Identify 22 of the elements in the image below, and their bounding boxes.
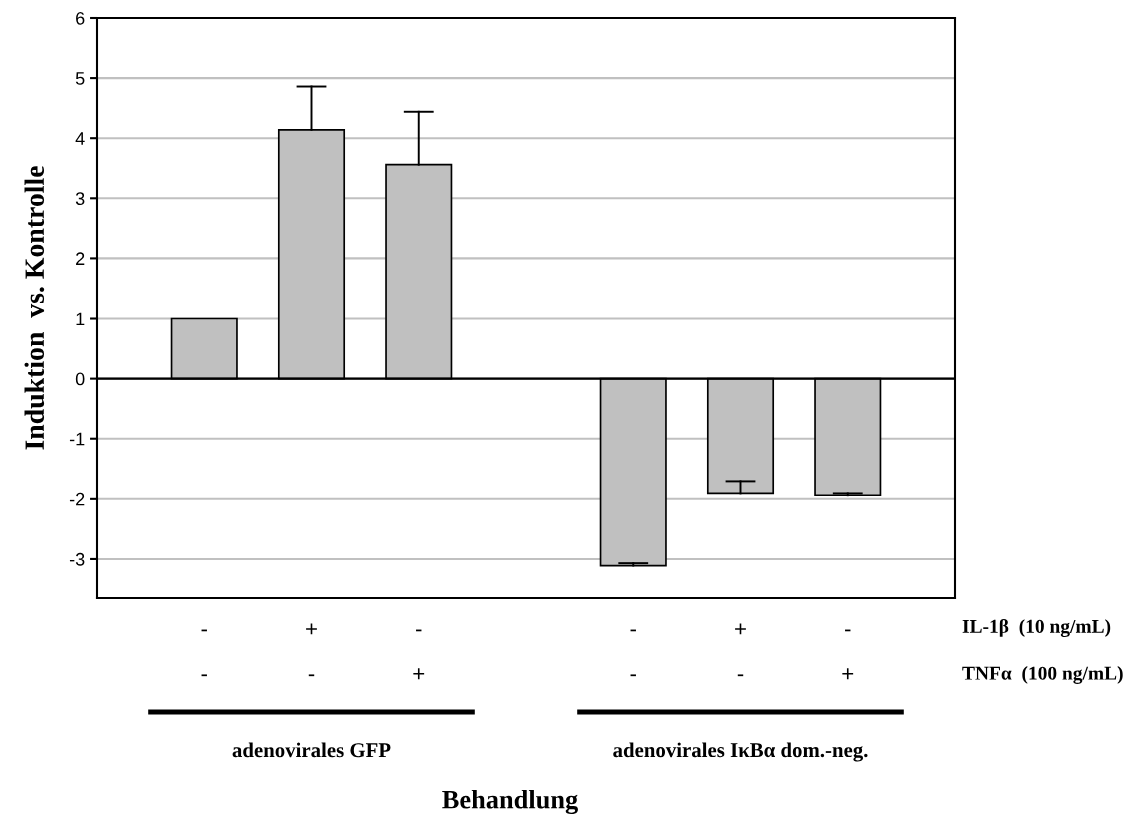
category-label: + - bbox=[735, 623, 746, 677]
y-tick-label: 1 bbox=[76, 312, 85, 326]
text: adenovirales IκBα dom.-neg. bbox=[613, 742, 868, 762]
y-tick-label: 2 bbox=[76, 252, 85, 265]
text: Behandlung bbox=[442, 789, 578, 815]
category-label: - + bbox=[842, 629, 854, 680]
y-tick-label: 0 bbox=[75, 372, 85, 386]
text: IL-1β (10 ng/mL) bbox=[962, 619, 1111, 637]
y-tick-label: 6 bbox=[76, 11, 85, 25]
y-tick-label: 4 bbox=[75, 132, 85, 145]
text: adenovirales GFP bbox=[232, 742, 391, 758]
category-label: - - bbox=[201, 629, 207, 677]
y-tick-label: -2 bbox=[69, 492, 85, 506]
text: TNFα (100 ng/mL) bbox=[962, 666, 1123, 684]
y-axis-title: Induktion vs. Kontrolle bbox=[24, 166, 45, 450]
category-label: + - bbox=[306, 623, 317, 677]
y-tick-label: -3 bbox=[69, 552, 85, 566]
y-tick-label: 3 bbox=[75, 192, 85, 206]
category-label: - + bbox=[413, 629, 425, 680]
category-label: - - bbox=[630, 629, 636, 677]
y-tick-label: 5 bbox=[75, 72, 85, 85]
y-tick-label: -1 bbox=[69, 432, 85, 446]
